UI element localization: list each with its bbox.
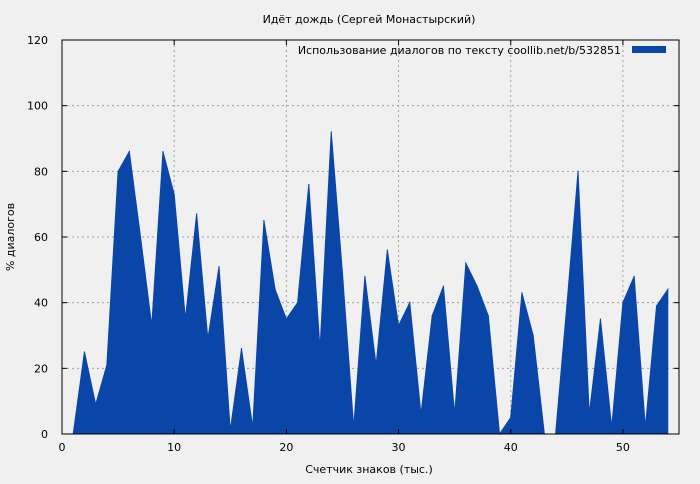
axis-ticks: 0 10 20 30 40 50 0 20 40 60 80 100 120 — [27, 34, 679, 454]
data-point — [128, 151, 130, 153]
data-point — [274, 288, 276, 291]
data-point — [139, 236, 142, 238]
data-point — [229, 430, 231, 432]
data-point — [599, 318, 602, 320]
data-point — [633, 275, 635, 277]
data-point — [240, 348, 243, 350]
legend: Использование диалогов по тексту coollib… — [298, 44, 666, 57]
y-tick-label: 0 — [41, 428, 48, 441]
legend-label: Использование диалогов по тексту coollib… — [298, 44, 621, 57]
data-point — [476, 285, 478, 287]
data-point — [207, 338, 209, 340]
x-tick-label: 50 — [616, 441, 630, 454]
x-tick-label: 40 — [504, 441, 518, 454]
x-tick-label: 20 — [279, 441, 293, 454]
chart-title: Идёт дождь (Сергей Монастырский) — [263, 13, 476, 26]
data-point — [296, 302, 299, 304]
data-point — [319, 348, 321, 350]
data-point — [487, 315, 489, 317]
data-point — [465, 262, 467, 264]
data-point — [364, 275, 366, 277]
data-point — [117, 170, 119, 172]
data-point — [431, 315, 433, 317]
data-point — [566, 305, 568, 307]
data-point — [386, 249, 388, 251]
data-point — [353, 426, 355, 429]
data-point — [622, 302, 624, 304]
data-point — [667, 288, 669, 291]
data-point — [655, 305, 658, 307]
data-point — [83, 351, 86, 353]
data-point — [420, 413, 422, 415]
data-point — [308, 183, 310, 186]
data-point — [330, 131, 332, 133]
data-point — [184, 318, 186, 320]
data-point — [263, 219, 265, 222]
series-area — [62, 131, 669, 436]
series-area-layer — [61, 131, 669, 436]
y-tick-label: 60 — [34, 231, 48, 244]
data-point — [218, 265, 220, 268]
data-point — [577, 170, 579, 172]
y-tick-label: 120 — [27, 34, 48, 47]
data-point — [510, 416, 512, 419]
y-axis-label: % диалогов — [4, 203, 17, 271]
data-point — [285, 318, 287, 320]
data-point — [375, 364, 377, 366]
data-point — [162, 151, 164, 153]
x-tick-label: 0 — [59, 441, 66, 454]
data-point — [521, 292, 523, 294]
data-point — [454, 413, 456, 415]
y-tick-label: 80 — [34, 165, 48, 178]
data-point — [532, 334, 534, 337]
data-point — [252, 426, 254, 429]
data-point — [611, 426, 613, 429]
data-point — [151, 325, 153, 327]
y-tick-label: 40 — [34, 297, 48, 310]
data-point — [588, 413, 590, 415]
data-point — [644, 426, 646, 429]
x-axis-label: Счетчик знаков (тыс.) — [305, 463, 433, 476]
data-point — [95, 403, 97, 406]
legend-swatch — [632, 46, 666, 53]
data-point — [442, 285, 445, 287]
y-tick-label: 100 — [27, 100, 48, 113]
data-point — [173, 193, 175, 195]
x-tick-label: 10 — [167, 441, 181, 454]
data-point — [106, 364, 108, 366]
y-tick-label: 20 — [34, 362, 48, 375]
data-point — [397, 325, 400, 327]
data-point — [341, 272, 344, 274]
data-point — [409, 302, 411, 304]
data-point — [196, 213, 198, 215]
x-tick-label: 30 — [392, 441, 406, 454]
